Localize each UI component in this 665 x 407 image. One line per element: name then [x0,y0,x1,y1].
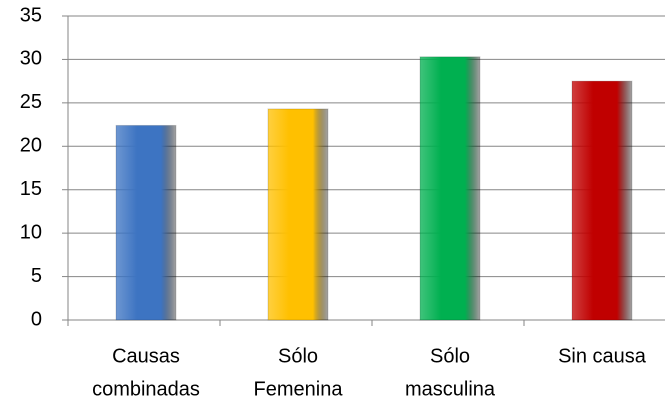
y-tick-label: 0 [31,308,42,330]
y-tick-label: 30 [20,48,42,70]
y-tick-label: 25 [20,91,42,113]
x-tick-label: Sólo [278,345,318,367]
y-tick-label: 10 [20,221,42,243]
bar [419,56,481,321]
x-tick-label: Femenina [254,378,344,400]
x-tick-label: Sólo [430,345,470,367]
bar [571,80,633,321]
x-tick-label: Sin causa [558,345,647,367]
x-tick-label: Causas [112,345,180,367]
x-tick-label: combinadas [92,378,200,400]
bar [115,124,177,321]
y-tick-label: 20 [20,135,42,157]
bar [267,108,329,321]
y-tick-label: 15 [20,178,42,200]
x-tick-label: masculina [405,378,496,400]
y-tick-label: 35 [20,4,42,26]
y-tick-label: 5 [31,265,42,287]
